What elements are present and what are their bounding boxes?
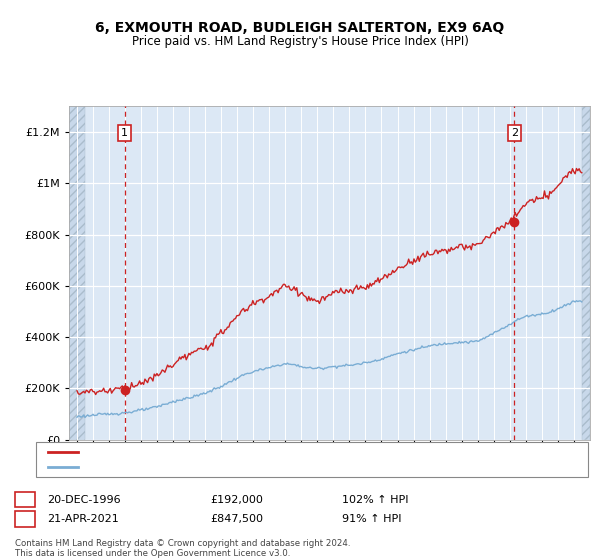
Text: 1: 1	[22, 494, 28, 505]
Text: £192,000: £192,000	[210, 494, 263, 505]
Text: 20-DEC-1996: 20-DEC-1996	[47, 494, 121, 505]
Text: 2: 2	[511, 128, 518, 138]
Text: 2: 2	[22, 514, 28, 524]
Text: 6, EXMOUTH ROAD, BUDLEIGH SALTERTON, EX9 6AQ: 6, EXMOUTH ROAD, BUDLEIGH SALTERTON, EX9…	[95, 21, 505, 35]
Text: 1: 1	[121, 128, 128, 138]
Text: HPI: Average price, detached house, East Devon: HPI: Average price, detached house, East…	[84, 463, 336, 473]
Text: Price paid vs. HM Land Registry's House Price Index (HPI): Price paid vs. HM Land Registry's House …	[131, 35, 469, 48]
Text: 91% ↑ HPI: 91% ↑ HPI	[342, 514, 401, 524]
Text: 102% ↑ HPI: 102% ↑ HPI	[342, 494, 409, 505]
Text: 6, EXMOUTH ROAD, BUDLEIGH SALTERTON, EX9 6AQ (detached house): 6, EXMOUTH ROAD, BUDLEIGH SALTERTON, EX9…	[84, 447, 454, 457]
Text: Contains HM Land Registry data © Crown copyright and database right 2024.
This d: Contains HM Land Registry data © Crown c…	[15, 539, 350, 558]
Text: £847,500: £847,500	[210, 514, 263, 524]
Text: 21-APR-2021: 21-APR-2021	[47, 514, 119, 524]
